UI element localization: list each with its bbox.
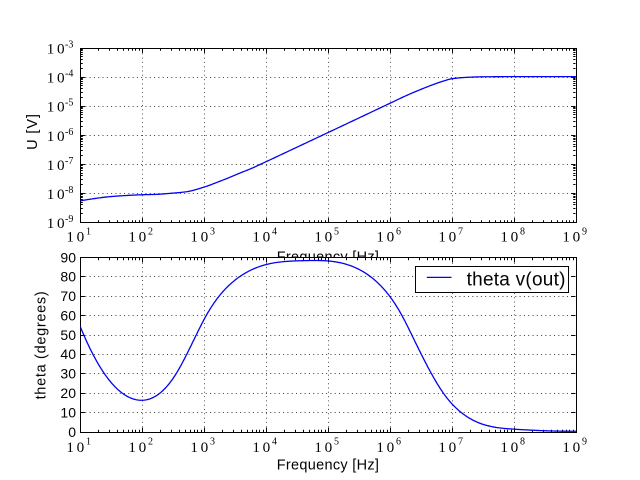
svg-text:6: 6 [396, 226, 401, 237]
svg-text:10: 10 [438, 228, 458, 245]
svg-text:6: 6 [396, 437, 401, 448]
svg-text:10: 10 [376, 228, 396, 245]
svg-text:10: 10 [128, 439, 148, 456]
svg-text:10: 10 [314, 439, 334, 456]
svg-text:-6: -6 [65, 127, 73, 138]
svg-text:40: 40 [60, 346, 76, 362]
svg-text:9: 9 [582, 437, 587, 448]
svg-text:1: 1 [86, 226, 91, 237]
svg-text:10: 10 [47, 186, 67, 203]
svg-text:10: 10 [562, 439, 582, 456]
svg-text:10: 10 [500, 228, 520, 245]
svg-text:10: 10 [500, 439, 520, 456]
svg-text:2: 2 [148, 437, 153, 448]
svg-text:2: 2 [148, 226, 153, 237]
svg-text:10: 10 [376, 439, 396, 456]
svg-text:10: 10 [438, 439, 458, 456]
svg-text:10: 10 [190, 228, 210, 245]
svg-text:-5: -5 [65, 98, 73, 109]
svg-text:theta v(out): theta v(out) [467, 270, 566, 291]
svg-text:9: 9 [582, 226, 587, 237]
svg-text:10: 10 [252, 439, 272, 456]
svg-text:10: 10 [190, 439, 210, 456]
svg-text:-3: -3 [65, 40, 73, 51]
svg-text:10: 10 [60, 404, 76, 420]
svg-text:1: 1 [86, 437, 91, 448]
svg-text:90: 90 [60, 249, 76, 265]
svg-text:10: 10 [66, 439, 86, 456]
svg-text:0: 0 [68, 424, 76, 440]
svg-text:20: 20 [60, 385, 76, 401]
svg-text:60: 60 [60, 308, 76, 324]
svg-text:10: 10 [252, 228, 272, 245]
svg-text:5: 5 [334, 226, 339, 237]
svg-text:theta (degrees): theta (degrees) [34, 291, 50, 400]
svg-text:U [V]: U [V] [25, 113, 41, 150]
svg-text:10: 10 [47, 41, 67, 58]
svg-text:Frequency [Hz]: Frequency [Hz] [277, 458, 380, 474]
svg-text:10: 10 [66, 228, 86, 245]
svg-text:50: 50 [60, 327, 76, 343]
svg-text:10: 10 [47, 70, 67, 87]
svg-text:10: 10 [47, 157, 67, 174]
svg-text:10: 10 [47, 128, 67, 145]
svg-text:80: 80 [60, 269, 76, 285]
svg-text:-7: -7 [65, 156, 73, 167]
svg-text:5: 5 [334, 437, 339, 448]
svg-text:-8: -8 [65, 185, 73, 196]
svg-text:10: 10 [314, 228, 334, 245]
svg-text:10: 10 [47, 99, 67, 116]
svg-text:70: 70 [60, 288, 76, 304]
svg-text:4: 4 [272, 226, 277, 237]
svg-text:30: 30 [60, 366, 76, 382]
svg-text:7: 7 [458, 226, 463, 237]
svg-text:-9: -9 [65, 214, 73, 225]
svg-text:3: 3 [210, 437, 215, 448]
svg-text:4: 4 [272, 437, 277, 448]
svg-text:7: 7 [458, 437, 463, 448]
svg-text:-4: -4 [65, 69, 73, 80]
svg-text:10: 10 [562, 228, 582, 245]
svg-text:3: 3 [210, 226, 215, 237]
svg-text:8: 8 [520, 437, 525, 448]
svg-text:8: 8 [520, 226, 525, 237]
svg-text:10: 10 [47, 215, 67, 232]
svg-text:10: 10 [128, 228, 148, 245]
